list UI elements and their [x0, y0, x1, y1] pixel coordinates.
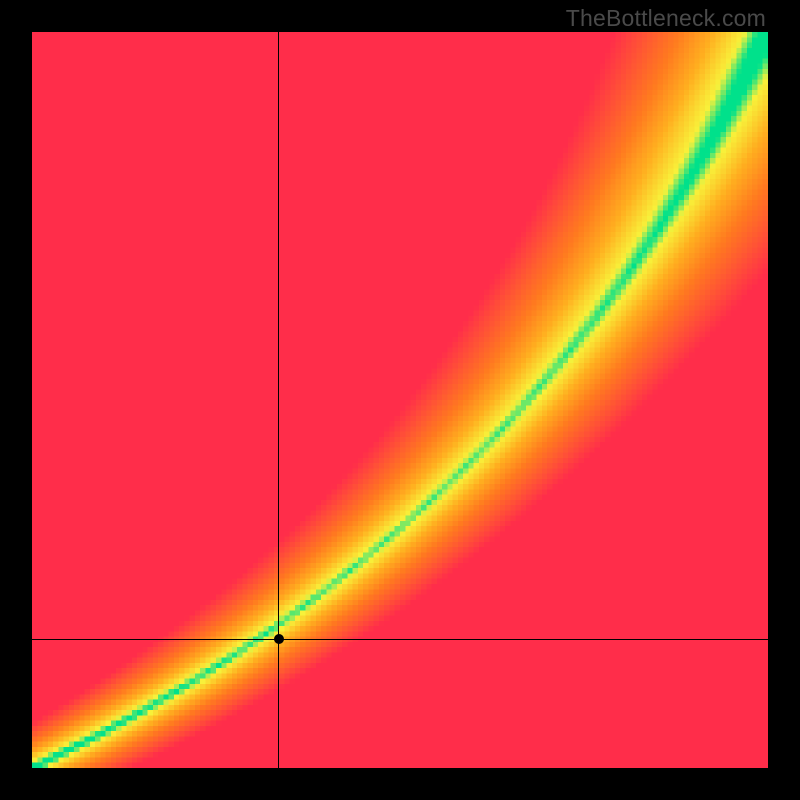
- crosshair-horizontal: [32, 639, 768, 640]
- watermark-text: TheBottleneck.com: [566, 5, 766, 32]
- crosshair-vertical: [278, 32, 279, 768]
- bottleneck-heatmap: [32, 32, 768, 768]
- crosshair-marker: [274, 634, 284, 644]
